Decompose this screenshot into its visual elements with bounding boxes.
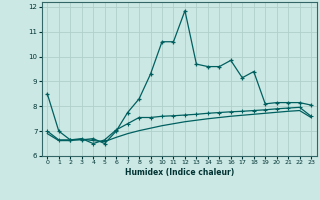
X-axis label: Humidex (Indice chaleur): Humidex (Indice chaleur): [124, 168, 234, 177]
